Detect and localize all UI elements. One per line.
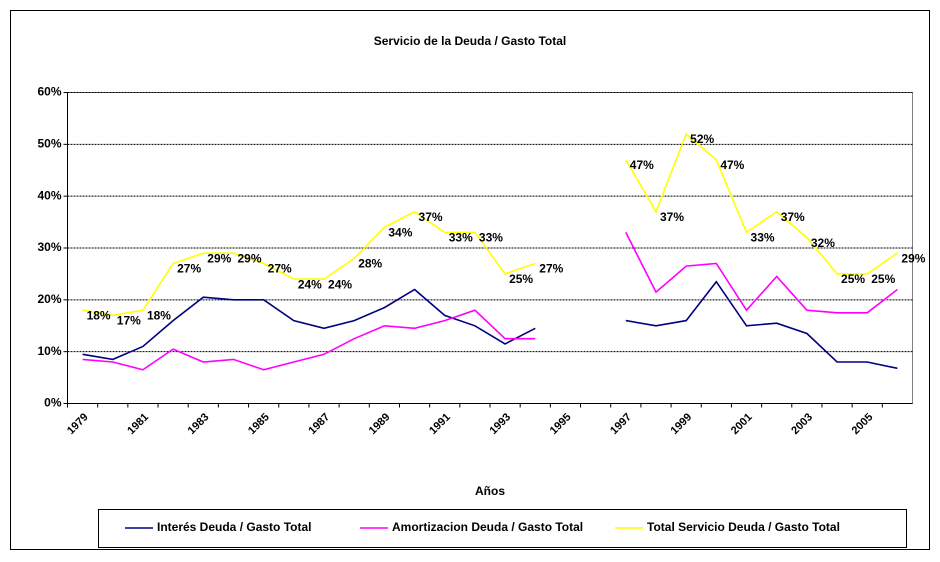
data-label: 33% (751, 231, 775, 245)
y-tick-label: 30% (37, 240, 61, 254)
data-label: 33% (449, 231, 473, 245)
data-label: 28% (358, 257, 382, 271)
data-label: 27% (268, 262, 292, 276)
y-tick-label: 60% (37, 85, 61, 99)
data-label: 17% (117, 314, 141, 328)
y-tick-label: 40% (37, 188, 61, 202)
data-label: 52% (690, 132, 714, 146)
data-label: 29% (901, 251, 925, 265)
series-line (82, 232, 898, 371)
chart-title: Servicio de la Deuda / Gasto Total (374, 34, 567, 48)
legend-label: Amortizacion Deuda / Gasto Total (392, 520, 583, 534)
data-label: 25% (841, 272, 865, 286)
data-label: 25% (509, 272, 533, 286)
legend-label: Interés Deuda / Gasto Total (157, 520, 311, 534)
plot-area (67, 92, 913, 404)
x-axis-label: Años (475, 484, 505, 498)
data-label: 27% (539, 262, 563, 276)
y-tick-label: 50% (37, 137, 61, 151)
data-label: 18% (147, 308, 171, 322)
y-tick-label: 10% (37, 344, 61, 358)
series-line (82, 132, 898, 317)
data-label: 27% (177, 262, 201, 276)
data-label: 34% (388, 225, 412, 239)
data-label: 47% (720, 158, 744, 172)
legend-label: Total Servicio Deuda / Gasto Total (647, 520, 840, 534)
y-tick-label: 0% (44, 396, 62, 410)
data-label: 25% (871, 272, 895, 286)
y-tick-label: 20% (37, 292, 61, 306)
data-label: 18% (87, 308, 111, 322)
data-label: 37% (660, 210, 684, 224)
legend (98, 509, 907, 548)
data-label: 24% (328, 277, 352, 291)
data-label: 37% (781, 210, 805, 224)
data-label: 24% (298, 277, 322, 291)
data-label: 37% (419, 210, 443, 224)
data-label: 33% (479, 231, 503, 245)
data-label: 29% (207, 251, 231, 265)
data-label: 29% (237, 251, 261, 265)
data-label: 32% (811, 236, 835, 250)
data-label: 47% (630, 158, 654, 172)
series-line (82, 280, 898, 370)
